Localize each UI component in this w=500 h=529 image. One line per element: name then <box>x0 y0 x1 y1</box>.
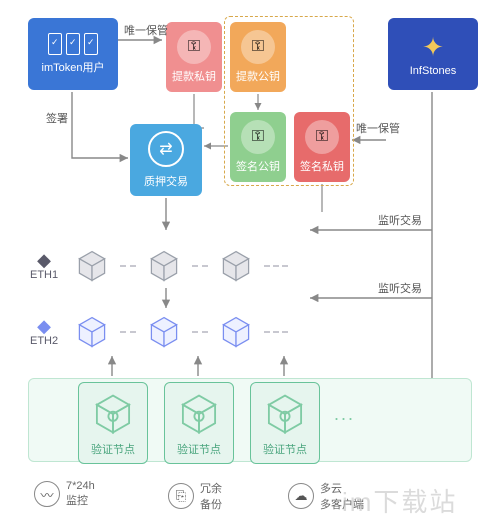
key-withdraw-private: ⚿ 提款私钥 <box>166 22 222 92</box>
eth2-chain: ◆ ETH2 <box>30 314 288 350</box>
key-icon: ⚿ <box>241 120 275 154</box>
eth2-text: ETH2 <box>30 335 58 347</box>
eth-icon: ◆ <box>37 251 51 269</box>
validator-label: 验证节点 <box>263 441 307 457</box>
footer-text: 监控 <box>66 492 95 508</box>
stake-node: ⇄ 质押交易 <box>130 124 202 196</box>
key-icon: ⚿ <box>241 30 275 64</box>
diagram-canvas: imToken用户 ✦ InfStones ⚿ 提款私钥 ⚿ 提款公钥 ⚿ 签名… <box>0 0 500 529</box>
phone-icon <box>48 33 62 55</box>
key-icon: ⚿ <box>177 30 211 64</box>
key-sign-private: ⚿ 签名私钥 <box>294 112 350 182</box>
eth-icon: ◆ <box>37 317 51 335</box>
validator-cube-icon <box>176 391 222 437</box>
key-sign-public: ⚿ 签名公钥 <box>230 112 286 182</box>
validator-node: 验证节点 <box>250 382 320 464</box>
footer-backup: ⎘ 冗余备份 <box>168 480 222 512</box>
footer-text: 备份 <box>200 496 222 512</box>
footer-text: 冗余 <box>200 480 222 496</box>
edge-sign: 签署 <box>46 110 68 126</box>
key-label: 签名公钥 <box>236 158 280 174</box>
cube-icon <box>146 248 182 284</box>
infstones-logo-icon: ✦ <box>422 32 444 63</box>
swap-icon: ⇄ <box>148 131 184 167</box>
edge-listen1: 监听交易 <box>378 212 422 228</box>
phone-icons <box>48 33 98 55</box>
watermark: im下载站 <box>342 482 457 519</box>
imtoken-node: imToken用户 <box>28 18 118 90</box>
cube-icon <box>74 314 110 350</box>
validator-node: 验证节点 <box>78 382 148 464</box>
infstones-label: InfStones <box>410 65 456 77</box>
cube-icon <box>146 314 182 350</box>
validator-cube-icon <box>90 391 136 437</box>
key-icon: ⚿ <box>305 120 339 154</box>
imtoken-label: imToken用户 <box>42 59 105 75</box>
eth1-label: ◆ ETH1 <box>30 251 58 281</box>
infstones-node: ✦ InfStones <box>388 18 478 90</box>
eth1-text: ETH1 <box>30 269 58 281</box>
eth2-label: ◆ ETH2 <box>30 317 58 347</box>
backup-icon: ⎘ <box>168 483 194 509</box>
phone-icon <box>66 33 80 55</box>
cube-icon <box>218 248 254 284</box>
validator-cube-icon <box>262 391 308 437</box>
key-label: 提款公钥 <box>236 68 280 84</box>
cube-icon <box>218 314 254 350</box>
cloud-icon: ☁ <box>288 483 314 509</box>
edge-custody-right: 唯一保管 <box>356 120 400 136</box>
validator-node: 验证节点 <box>164 382 234 464</box>
footer-monitor: 〰 7*24h监控 <box>34 480 95 508</box>
key-withdraw-public: ⚿ 提款公钥 <box>230 22 286 92</box>
validator-label: 验证节点 <box>91 441 135 457</box>
heartbeat-icon: 〰 <box>34 481 60 507</box>
key-label: 签名私钥 <box>300 158 344 174</box>
eth1-chain: ◆ ETH1 <box>30 248 288 284</box>
cube-icon <box>74 248 110 284</box>
footer-text: 7*24h <box>66 480 95 492</box>
validator-label: 验证节点 <box>177 441 221 457</box>
edge-custody-left: 唯一保管 <box>124 22 168 38</box>
validator-ellipsis: ... <box>334 404 355 425</box>
edge-listen2: 监听交易 <box>378 280 422 296</box>
stake-label: 质押交易 <box>144 173 188 189</box>
key-label: 提款私钥 <box>172 68 216 84</box>
phone-icon <box>84 33 98 55</box>
